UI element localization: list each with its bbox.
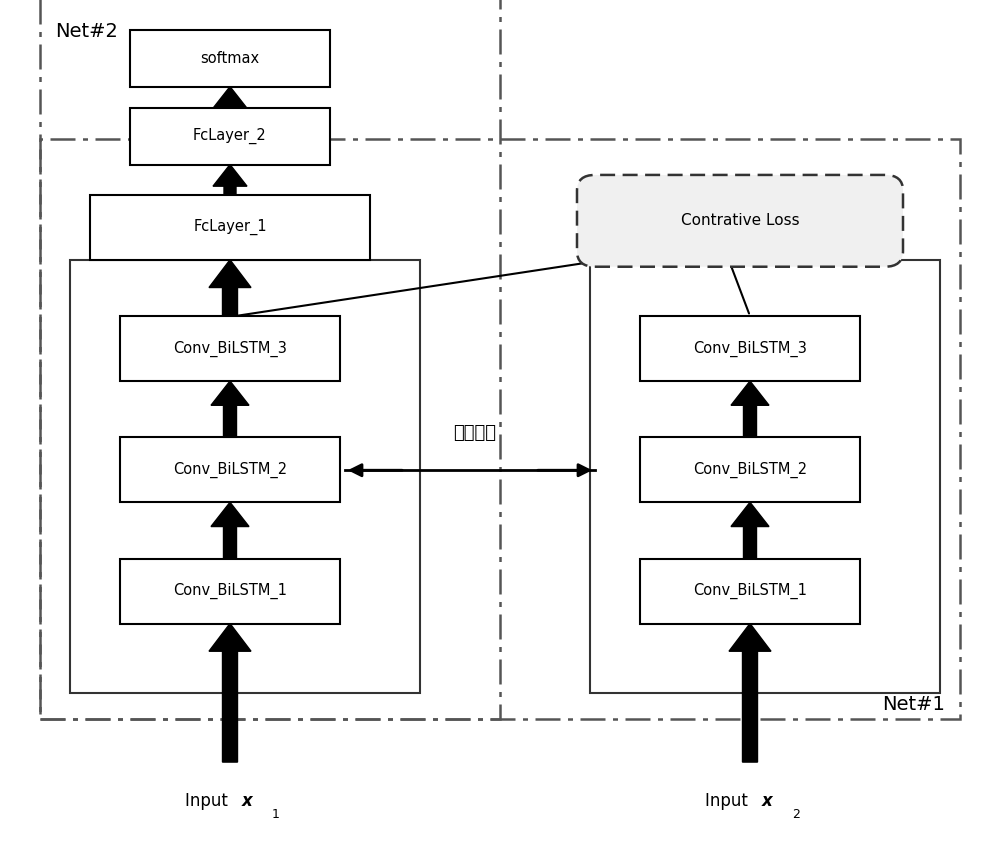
Text: Conv_BiLSTM_2: Conv_BiLSTM_2: [693, 462, 807, 478]
Text: x: x: [242, 792, 253, 810]
Text: Conv_BiLSTM_1: Conv_BiLSTM_1: [173, 583, 287, 599]
FancyArrow shape: [213, 165, 247, 195]
Text: Conv_BiLSTM_1: Conv_BiLSTM_1: [693, 583, 807, 599]
Bar: [640, 316, 860, 381]
Bar: [120, 437, 340, 502]
FancyArrow shape: [209, 260, 251, 316]
Bar: [70, 260, 420, 693]
FancyArrow shape: [731, 381, 769, 437]
FancyArrow shape: [211, 502, 249, 559]
FancyArrow shape: [731, 502, 769, 559]
Text: FcLayer_1: FcLayer_1: [193, 219, 267, 236]
Bar: [120, 559, 340, 624]
Text: 权値共享: 权値共享: [454, 423, 496, 442]
Bar: [120, 316, 340, 381]
Text: Contrative Loss: Contrative Loss: [681, 213, 799, 229]
Bar: [90, 195, 370, 260]
Text: Input: Input: [185, 792, 233, 810]
Bar: [640, 559, 860, 624]
Text: Net#2: Net#2: [55, 22, 118, 41]
Text: Conv_BiLSTM_3: Conv_BiLSTM_3: [693, 340, 807, 357]
Text: Conv_BiLSTM_3: Conv_BiLSTM_3: [173, 340, 287, 357]
FancyArrow shape: [209, 624, 251, 762]
Bar: [40, 139, 960, 719]
Text: 1: 1: [272, 807, 280, 821]
Text: Net#1: Net#1: [882, 695, 945, 714]
Bar: [130, 30, 330, 87]
Text: softmax: softmax: [200, 51, 260, 66]
FancyBboxPatch shape: [577, 175, 903, 267]
FancyArrow shape: [729, 624, 771, 762]
Bar: [640, 437, 860, 502]
Text: 2: 2: [792, 807, 800, 821]
Bar: [130, 108, 330, 165]
Text: FcLayer_2: FcLayer_2: [193, 128, 267, 145]
FancyArrow shape: [211, 381, 249, 437]
Bar: [590, 260, 940, 693]
FancyArrow shape: [213, 87, 247, 108]
Bar: [40, 0, 500, 719]
Text: Input: Input: [705, 792, 753, 810]
Text: Conv_BiLSTM_2: Conv_BiLSTM_2: [173, 462, 287, 478]
Text: x: x: [762, 792, 773, 810]
